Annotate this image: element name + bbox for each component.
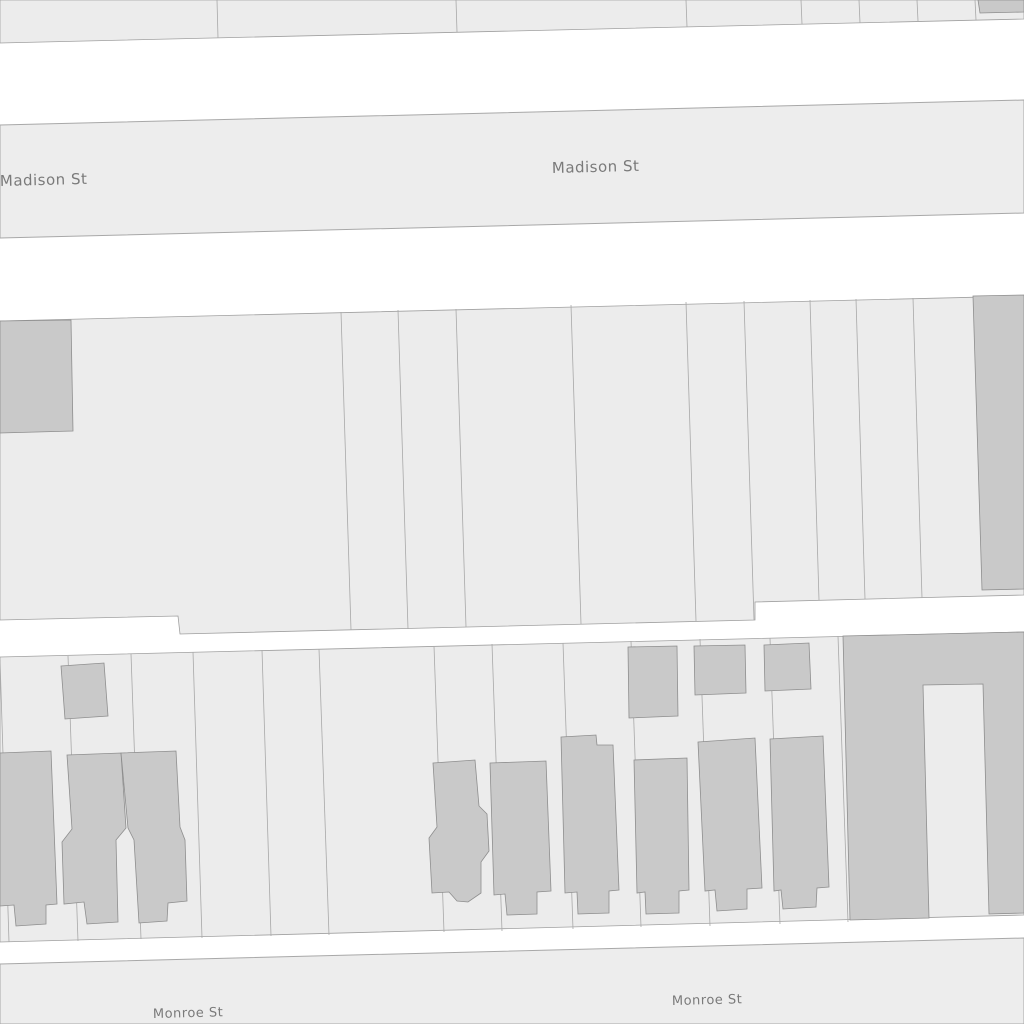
street-label-monroe: Monroe St bbox=[153, 1005, 224, 1022]
lot-line bbox=[216, 0, 219, 39]
building bbox=[693, 644, 747, 696]
lot-line bbox=[261, 649, 272, 937]
building bbox=[627, 645, 679, 719]
lot-line bbox=[397, 309, 409, 630]
road-monroe-st[interactable] bbox=[0, 937, 1024, 1024]
building-large bbox=[842, 631, 1024, 921]
lot-line bbox=[837, 635, 849, 923]
building bbox=[977, 0, 1024, 14]
building bbox=[60, 662, 109, 720]
lot-line bbox=[912, 297, 923, 599]
lot-line bbox=[455, 0, 458, 33]
lot-line bbox=[318, 648, 330, 936]
street-label-monroe: Monroe St bbox=[672, 992, 743, 1009]
building bbox=[697, 737, 763, 912]
building bbox=[972, 294, 1024, 591]
building bbox=[633, 757, 690, 915]
lot-line bbox=[974, 0, 977, 21]
lot-line bbox=[685, 0, 688, 28]
lot-line bbox=[685, 301, 697, 622]
road-madison-st[interactable] bbox=[0, 99, 1024, 239]
block-middle-area bbox=[0, 295, 1024, 635]
road-surface[interactable] bbox=[0, 937, 1024, 1024]
building bbox=[560, 734, 620, 915]
building bbox=[61, 752, 127, 925]
road-surface[interactable] bbox=[0, 99, 1024, 239]
street-label-madison: Madison St bbox=[552, 157, 640, 177]
block-top bbox=[0, 0, 1024, 44]
block-top-area bbox=[0, 0, 1024, 44]
building bbox=[763, 642, 812, 692]
street-label-madison: Madison St bbox=[0, 170, 88, 190]
lot-line bbox=[340, 311, 352, 631]
building bbox=[769, 735, 830, 910]
lot-line bbox=[916, 0, 919, 22]
building bbox=[428, 759, 490, 903]
block-middle bbox=[0, 294, 1024, 635]
lot-line bbox=[570, 304, 582, 625]
building bbox=[489, 760, 552, 916]
lot-line bbox=[855, 298, 866, 600]
lot-line bbox=[858, 0, 861, 24]
lot-line bbox=[800, 0, 803, 25]
lot-line bbox=[743, 300, 755, 621]
building bbox=[0, 750, 58, 927]
lot-line bbox=[455, 308, 467, 628]
block-lower bbox=[0, 631, 1024, 943]
building bbox=[120, 750, 188, 924]
lot-line bbox=[809, 299, 820, 601]
building bbox=[0, 319, 74, 434]
lot-line bbox=[192, 651, 203, 939]
